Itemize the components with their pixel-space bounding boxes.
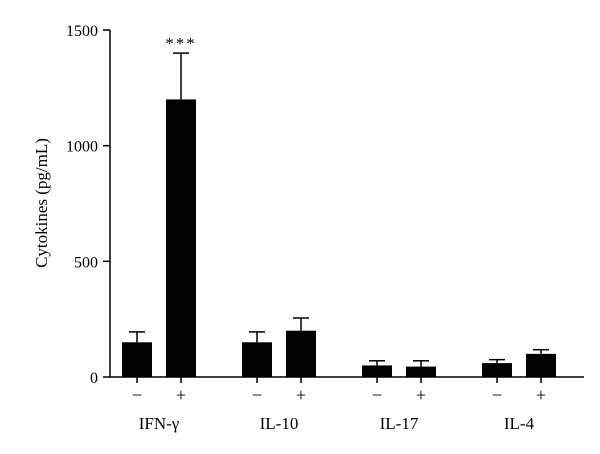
- x-axis: − +IFN-γ− +IL-10− +IL-17− +IL-4: [110, 376, 584, 433]
- bar-sub-label: −: [372, 385, 382, 405]
- bar-sub-label: −: [132, 385, 142, 405]
- significance-label: ***: [165, 34, 197, 53]
- y-axis-label: Cytokines (pg/mL): [32, 138, 51, 268]
- group-label: IFN-γ: [139, 414, 180, 433]
- bar-sub-label: −: [492, 385, 502, 405]
- bar: [406, 366, 436, 377]
- bar-sub-label: +: [536, 385, 546, 405]
- y-tick-label: 1000: [66, 139, 98, 156]
- bar: [166, 99, 196, 378]
- y-tick-label: 0: [90, 370, 98, 387]
- bar-sub-label: +: [296, 385, 306, 405]
- y-tick-label: 500: [74, 254, 98, 271]
- y-tick-label: 1500: [66, 23, 98, 40]
- y-axis: 0 500 1000 1500: [66, 23, 111, 387]
- bar-sub-label: +: [176, 385, 186, 405]
- bar: [242, 342, 272, 377]
- bar-sub-label: −: [252, 385, 262, 405]
- bar: [482, 363, 512, 377]
- bar: [122, 342, 152, 377]
- bar: [286, 330, 316, 377]
- bar-sub-label: +: [416, 385, 426, 405]
- bar: [362, 365, 392, 377]
- bar: [526, 353, 556, 377]
- group-label: IL-17: [380, 414, 419, 433]
- group-label: IL-4: [504, 414, 535, 433]
- bars: ***: [122, 34, 556, 378]
- group-label: IL-10: [260, 414, 299, 433]
